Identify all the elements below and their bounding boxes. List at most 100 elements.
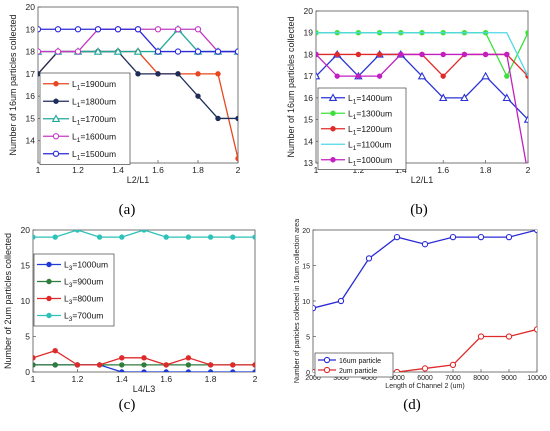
data-point (119, 355, 125, 361)
plot-frame (312, 229, 538, 373)
legend-entry: 16um particle (339, 358, 381, 365)
data-point (376, 51, 383, 58)
y-axis-label: Number of 16um particles collected (286, 16, 296, 157)
legend-swatch-marker (46, 295, 52, 302)
data-point (33, 362, 36, 368)
x-tick-label: 1.4 (116, 374, 128, 384)
data-point (482, 51, 489, 58)
data-point (460, 93, 469, 102)
legend: L1=1900um L1=1800um L1=1700um L1=1600um L1=1… (39, 72, 131, 165)
data-point (194, 48, 202, 55)
plot-area (33, 230, 255, 372)
legend-swatch-marker (46, 278, 52, 285)
data-point (449, 233, 457, 241)
legend: L3=1000um L3=900um L3=800um L3=700um (33, 253, 115, 327)
data-point (141, 230, 147, 233)
data-point (185, 234, 192, 240)
data-point (477, 233, 485, 241)
y-tick-label: 10 (302, 299, 310, 306)
panel-label: (a) (119, 202, 136, 218)
data-point (252, 369, 255, 372)
data-point (334, 51, 340, 58)
x-tick-label: 1.8 (192, 165, 204, 175)
x-tick-label: 1.2 (352, 165, 364, 175)
y-tick-label: 0 (25, 367, 30, 377)
legend-entry: L1=1000um (348, 155, 392, 168)
x-tick-label: 1 (314, 165, 319, 175)
data-point (141, 369, 147, 372)
data-point (154, 26, 162, 33)
y-tick-label: 18 (304, 49, 314, 59)
x-tick-label: 2 (236, 165, 241, 175)
y-tick-label: 15 (21, 261, 31, 271)
data-point (417, 71, 427, 80)
legend-entry: L3=900um (64, 277, 103, 290)
data-point (398, 51, 404, 58)
data-point (419, 51, 425, 58)
data-point (154, 48, 162, 55)
x-tick-label: 1.4 (112, 165, 124, 175)
data-point (234, 48, 238, 55)
data-point (440, 73, 446, 79)
data-point (175, 71, 181, 77)
legend-swatch-marker (52, 133, 60, 140)
data-point (119, 362, 125, 368)
legend-entry: L3=1000um (64, 260, 108, 273)
data-point (230, 234, 236, 240)
data-point (504, 51, 510, 58)
data-point (533, 230, 537, 234)
legend-swatch-marker (46, 312, 52, 319)
data-point (393, 233, 401, 241)
data-point (74, 362, 81, 368)
x-tick-label: 1.6 (160, 374, 172, 384)
legend-entry: L1=1500um (72, 149, 116, 162)
data-point (194, 26, 202, 33)
data-point (38, 71, 41, 77)
data-point (96, 234, 103, 240)
y-tick-label: 19 (26, 24, 36, 34)
legend-swatch-marker (330, 126, 336, 132)
legend-entry: 2um particle (339, 368, 377, 375)
y-tick-label: 13 (304, 158, 314, 168)
panel-label: (b) (410, 202, 428, 218)
data-point (195, 93, 201, 99)
data-point (195, 71, 201, 77)
chart-panel-a: 1 1.2 1.4 1.6 1.8 2 14 15 16 17 18 19 20 L2/L1 Number … (8, 2, 241, 218)
legend-swatch-marker (53, 98, 59, 104)
data-point (525, 30, 528, 36)
x-tick-label: 3000 (333, 375, 349, 382)
data-point (135, 71, 141, 77)
data-point (54, 26, 62, 33)
data-point (461, 51, 468, 58)
y-axis-label: Number of 16um particles collected (8, 14, 18, 155)
x-tick-label: 8000 (473, 375, 489, 382)
data-point (215, 115, 221, 122)
legend-swatch-marker (330, 110, 336, 116)
data-point (93, 47, 103, 55)
plot-area (316, 30, 528, 163)
x-tick-label: 1.6 (437, 165, 449, 175)
y-tick-label: 17 (304, 71, 314, 81)
x-tick-label: 1.6 (152, 165, 164, 175)
data-point (477, 333, 485, 340)
data-point (504, 73, 510, 79)
data-point (215, 71, 221, 77)
legend-entry: L1=1900um (72, 79, 116, 92)
y-tick-label: 20 (21, 225, 31, 235)
legend-swatch-marker (328, 93, 338, 101)
data-point (355, 73, 362, 79)
data-point (421, 365, 429, 372)
data-point (376, 73, 383, 79)
data-point (163, 234, 169, 240)
data-point (438, 93, 448, 102)
data-point (38, 48, 42, 55)
legend-swatch-marker (330, 157, 336, 163)
legend-entry: L1=1200um (348, 124, 392, 137)
x-tick-label: 1 (36, 165, 41, 175)
legend-swatch-marker (51, 114, 61, 122)
data-point (421, 241, 429, 248)
legend-entry: L1=1700um (72, 114, 116, 127)
y-tick-label: 15 (26, 113, 36, 123)
